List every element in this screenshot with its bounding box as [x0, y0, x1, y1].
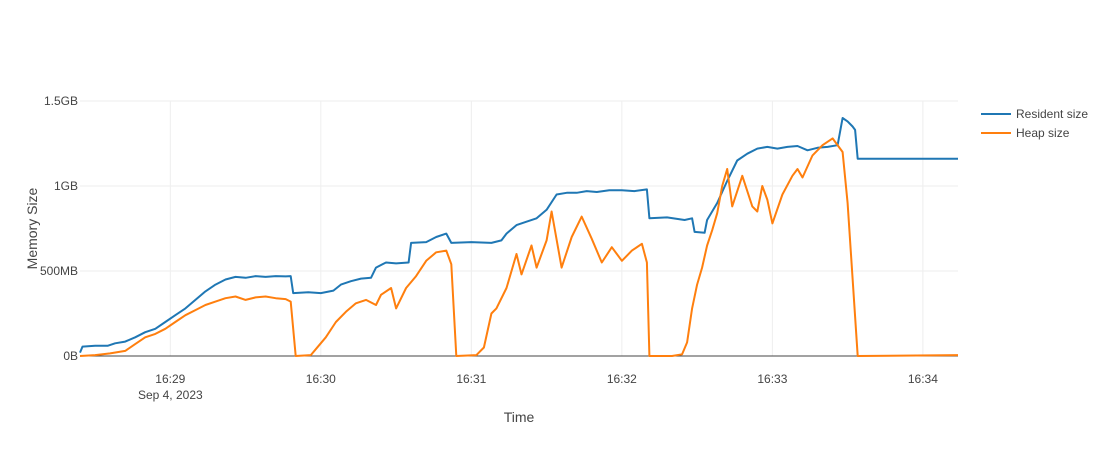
- legend-label: Heap size: [1016, 126, 1070, 140]
- x-tick-label: 16:31: [456, 372, 486, 386]
- x-tick-label: 16:29: [155, 372, 185, 386]
- y-tick-label: 500MB: [40, 264, 78, 278]
- x-tick-label: 16:30: [306, 372, 336, 386]
- legend-item[interactable]: Heap size: [981, 126, 1070, 140]
- x-gridlines: [169, 101, 924, 356]
- series-line-heap-size: [79, 137, 959, 357]
- x-tick-label: 16:32: [607, 372, 637, 386]
- y-axis-title: Memory Size: [24, 187, 40, 269]
- x-tick-label: 16:34: [908, 372, 938, 386]
- y-tick-label: 0B: [63, 349, 78, 363]
- y-axis: 0B 500MB 1GB 1.5GB: [40, 94, 78, 363]
- x-tick-label: 16:33: [757, 372, 787, 386]
- series-layer: [79, 117, 959, 357]
- series-line-resident-size: [79, 117, 958, 353]
- y-gridlines: [80, 100, 958, 272]
- x-axis: 16:29 Sep 4, 2023 16:30 16:31 16:32 16:33 16:3…: [138, 372, 938, 402]
- legend-item[interactable]: Resident size: [981, 107, 1088, 121]
- legend[interactable]: Resident size Heap size: [981, 107, 1088, 140]
- y-tick-label: 1.5GB: [44, 94, 78, 108]
- x-axis-title: Time: [504, 409, 535, 425]
- legend-label: Resident size: [1016, 107, 1088, 121]
- x-tick-sublabel: Sep 4, 2023: [138, 388, 203, 402]
- y-tick-label: 1GB: [54, 179, 78, 193]
